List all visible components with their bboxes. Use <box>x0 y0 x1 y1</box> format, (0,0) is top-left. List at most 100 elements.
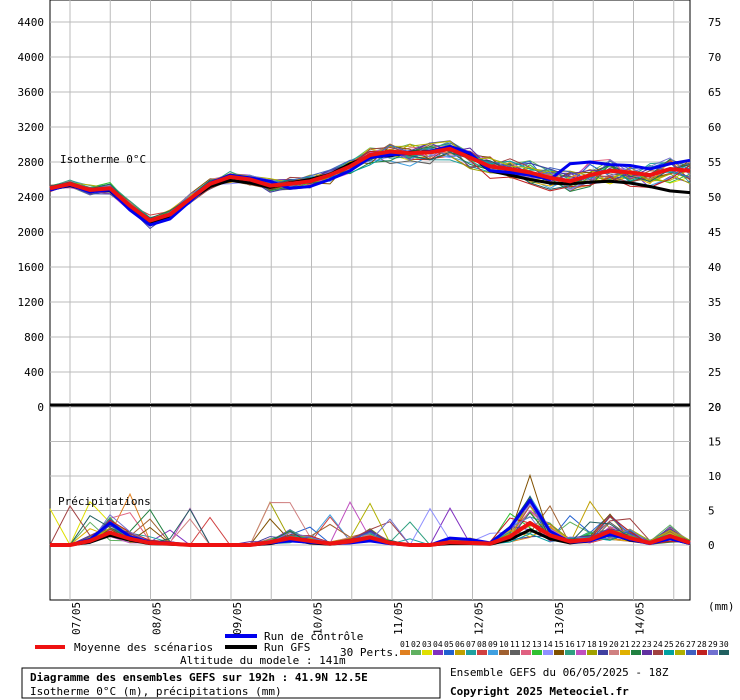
legend-pert-number: 08 <box>477 640 487 649</box>
y-left-tick-label: 2000 <box>18 226 45 239</box>
legend-pert-number: 16 <box>565 640 575 649</box>
precip-panel-label: Précipitations <box>58 495 151 508</box>
legend-pert-number: 09 <box>488 640 498 649</box>
legend-pert-swatch <box>708 650 718 655</box>
legend-pert-swatch <box>576 650 586 655</box>
legend-mean-label: Moyenne des scénarios <box>74 641 213 654</box>
legend-pert-swatch <box>477 650 487 655</box>
legend-pert-swatch <box>554 650 564 655</box>
legend-pert-swatch <box>686 650 696 655</box>
y-right-tick-label: 25 <box>708 366 721 379</box>
y-right-precip-tick-label: 20 <box>708 401 721 414</box>
legend-pert-number: 01 <box>400 640 410 649</box>
legend-pert-swatch <box>719 650 729 655</box>
legend-pert-swatch <box>422 650 432 655</box>
x-axis-ticks: 07/05 08/05 09/05 10/05 11/05 12/05 13/05 14/05 <box>70 602 647 635</box>
y-left-tick-label: 800 <box>24 331 44 344</box>
y-left-tick-label: 1600 <box>18 261 45 274</box>
legend-pert-number: 12 <box>521 640 531 649</box>
legend-pert-number: 27 <box>686 640 696 649</box>
y-left-tick-label: 400 <box>24 366 44 379</box>
legend-pert-number: 18 <box>587 640 597 649</box>
legend-pert-swatch <box>543 650 553 655</box>
grid-lines <box>50 0 690 600</box>
legend-pert-swatch <box>466 650 476 655</box>
legend-pert-number: 07 <box>466 640 476 649</box>
title-box <box>21 667 441 699</box>
series-isotherm-line-1 <box>49 144 691 227</box>
y-right-precip-tick-label: 15 <box>708 436 721 449</box>
y-right-tick-label: 65 <box>708 86 721 99</box>
y-left-tick-label: 2800 <box>18 156 45 169</box>
legend-pert-number: 17 <box>576 640 586 649</box>
legend-pert-number: 11 <box>510 640 520 649</box>
legend-pert-swatch <box>664 650 674 655</box>
legend-pert-number: 14 <box>543 640 553 649</box>
legend-pert-number: 19 <box>598 640 608 649</box>
x-unit-label: (mm) <box>708 600 735 613</box>
x-tick-label: 10/05 <box>312 602 325 635</box>
legend-pert-number: 15 <box>554 640 564 649</box>
legend-pert-number: 22 <box>631 640 641 649</box>
y-right-tick-label: 20 <box>708 401 721 414</box>
legend-pert-number: 30 <box>719 640 729 649</box>
legend-pert-number: 29 <box>708 640 718 649</box>
y-right-tick-label: 55 <box>708 156 721 169</box>
legend-pert-swatch <box>653 650 663 655</box>
legend-pert-swatch <box>587 650 597 655</box>
x-tick-label: 07/05 <box>70 602 83 635</box>
y-left-tick-label: 3200 <box>18 121 45 134</box>
y-left-tick-label: 3600 <box>18 86 45 99</box>
legend-pert-swatch <box>521 650 531 655</box>
legend-pert-swatch <box>609 650 619 655</box>
legend-pert-swatch <box>631 650 641 655</box>
legend-pert-number: 02 <box>411 640 421 649</box>
y-right-precip-tick-label: 5 <box>708 505 715 518</box>
y-left-tick-label: 0 <box>37 401 44 414</box>
y-right-tick-label: 45 <box>708 226 721 239</box>
legend-pert-number: 28 <box>697 640 707 649</box>
legend-pert-swatch <box>444 650 454 655</box>
series-precip-line-0 <box>50 520 691 547</box>
legend-pert-swatch <box>455 650 465 655</box>
legend-pert-number: 13 <box>532 640 542 649</box>
legend-pert-swatch <box>620 650 630 655</box>
series-isotherm-line-0 <box>49 146 691 223</box>
altitude-note: Altitude du modele : 141m <box>180 654 346 667</box>
y-right-tick-label: 30 <box>708 331 721 344</box>
legend-pert-swatch <box>598 650 608 655</box>
legend-pert-number: 25 <box>664 640 674 649</box>
y-left-tick-label: 4000 <box>18 51 45 64</box>
y-right-tick-label: 50 <box>708 191 721 204</box>
legend-pert-swatch <box>697 650 707 655</box>
legend-pert-number: 20 <box>609 640 619 649</box>
y-axis-left-ticks: 0 400 800 1200 1600 2000 2400 2800 3200 3600 4000 4… <box>18 16 45 414</box>
y-left-tick-label: 4400 <box>18 16 45 29</box>
x-tick-label: 13/05 <box>553 602 566 635</box>
x-tick-label: 08/05 <box>151 602 164 635</box>
legend-gfs-label: Run GFS <box>264 641 310 654</box>
legend-pert-swatches: 01 02 03 04 05 06 07 08 09 10 11 12 13 14 15 16 17 18 19 20… <box>400 640 729 655</box>
legend-pert-swatch <box>565 650 575 655</box>
chart-title: Diagramme des ensembles GEFS sur 192h : … <box>30 671 368 684</box>
x-tick-label: 11/05 <box>392 602 405 635</box>
legend-pert-number: 26 <box>675 640 685 649</box>
y-right-tick-label: 70 <box>708 51 721 64</box>
y-right-tick-label: 35 <box>708 296 721 309</box>
y-right-precip-tick-label: 10 <box>708 470 721 483</box>
y-right-tick-label: 60 <box>708 121 721 134</box>
y-right-precip-tick-label: 0 <box>708 539 715 552</box>
legend-perts-label: 30 Perts. <box>340 646 400 659</box>
legend-pert-number: 21 <box>620 640 630 649</box>
chart-subtitle: Isotherme 0°C (m), précipitations (mm) <box>30 685 282 698</box>
legend-pert-number: 23 <box>642 640 652 649</box>
ensemble-note: Ensemble GEFS du 06/05/2025 - 18Z <box>450 666 669 679</box>
x-tick-label: 12/05 <box>473 602 486 635</box>
legend-pert-number: 10 <box>499 640 509 649</box>
legend-pert-swatch <box>532 650 542 655</box>
legend-pert-number: 04 <box>433 640 443 649</box>
x-tick-label: 09/05 <box>231 602 244 635</box>
legend-pert-swatch <box>499 650 509 655</box>
y-right-tick-label: 40 <box>708 261 721 274</box>
copyright: Copyright 2025 Meteociel.fr <box>450 685 629 698</box>
